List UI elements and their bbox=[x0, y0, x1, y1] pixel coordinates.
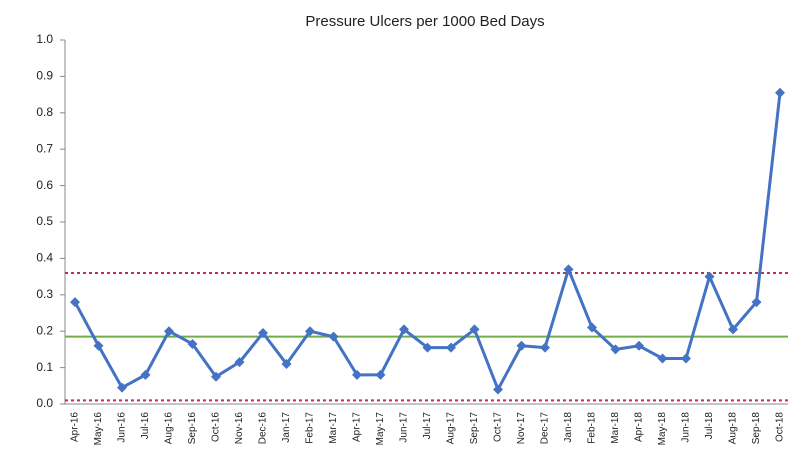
data-point bbox=[399, 324, 409, 335]
x-tick-label: Jul-18 bbox=[704, 412, 715, 440]
x-tick-label: Aug-16 bbox=[164, 412, 175, 445]
data-point bbox=[164, 326, 174, 337]
y-tick-label: 0.5 bbox=[36, 214, 53, 228]
y-tick-label: 0.7 bbox=[36, 141, 53, 155]
x-tick-label: Aug-17 bbox=[446, 412, 457, 445]
data-point bbox=[516, 340, 527, 351]
x-tick-label: Apr-17 bbox=[352, 412, 363, 442]
x-tick-label: May-18 bbox=[657, 412, 668, 446]
data-point bbox=[681, 353, 691, 364]
x-tick-label: Apr-18 bbox=[634, 412, 645, 442]
x-tick-label: Jun-18 bbox=[681, 412, 692, 443]
data-point bbox=[140, 369, 151, 380]
data-point bbox=[93, 340, 104, 351]
data-point bbox=[375, 369, 386, 380]
x-tick-label: Dec-17 bbox=[540, 412, 551, 445]
y-tick-label: 0.3 bbox=[36, 287, 53, 301]
data-point bbox=[657, 353, 668, 364]
data-point bbox=[751, 297, 762, 308]
data-point bbox=[493, 384, 503, 395]
x-tick-label: Sep-18 bbox=[751, 412, 762, 445]
y-tick-label: 0.0 bbox=[36, 396, 53, 410]
x-tick-label: Sep-17 bbox=[469, 412, 480, 445]
data-point bbox=[704, 271, 715, 282]
data-point bbox=[258, 328, 268, 339]
data-point bbox=[563, 264, 574, 275]
x-tick-label: Jun-17 bbox=[399, 412, 410, 443]
y-tick-label: 0.4 bbox=[36, 251, 53, 265]
data-point bbox=[211, 371, 221, 382]
data-point bbox=[328, 331, 339, 342]
x-tick-label: May-17 bbox=[375, 412, 386, 446]
x-tick-label: Oct-17 bbox=[493, 412, 504, 442]
y-tick-label: 0.1 bbox=[36, 360, 53, 374]
data-point bbox=[352, 369, 362, 380]
x-tick-label: Nov-16 bbox=[234, 412, 245, 445]
data-point bbox=[187, 338, 198, 349]
x-tick-label: Jan-17 bbox=[281, 412, 292, 443]
x-tick-label: Sep-16 bbox=[187, 412, 198, 445]
x-tick-label: Jul-16 bbox=[140, 412, 151, 440]
x-tick-label: Nov-17 bbox=[516, 412, 527, 445]
x-tick-label: Dec-16 bbox=[258, 412, 269, 445]
x-tick-label: Oct-16 bbox=[211, 412, 222, 442]
data-point bbox=[422, 342, 433, 353]
data-point bbox=[469, 324, 480, 335]
data-point bbox=[540, 342, 550, 353]
x-tick-label: Jan-18 bbox=[563, 412, 574, 443]
y-tick-label: 0.8 bbox=[36, 105, 53, 119]
x-tick-label: Feb-18 bbox=[587, 412, 598, 444]
data-point bbox=[446, 342, 456, 353]
x-tick-label: Mar-18 bbox=[610, 412, 621, 444]
data-point bbox=[281, 358, 292, 369]
y-tick-label: 1.0 bbox=[36, 32, 53, 46]
data-point bbox=[305, 326, 315, 337]
data-point bbox=[610, 344, 621, 355]
data-point bbox=[70, 297, 80, 308]
y-tick-label: 0.2 bbox=[36, 323, 53, 337]
y-tick-label: 0.9 bbox=[36, 69, 53, 83]
x-tick-label: Jun-16 bbox=[117, 412, 128, 443]
chart-title: Pressure Ulcers per 1000 Bed Days bbox=[305, 13, 544, 30]
data-point bbox=[634, 340, 644, 351]
x-tick-label: May-16 bbox=[93, 412, 104, 446]
data-point bbox=[728, 324, 738, 335]
x-tick-label: Oct-18 bbox=[775, 412, 786, 442]
x-tick-label: Jul-17 bbox=[422, 412, 433, 440]
data-point bbox=[234, 357, 245, 368]
data-point bbox=[587, 322, 597, 333]
x-tick-label: Aug-18 bbox=[728, 412, 739, 445]
x-tick-label: Feb-17 bbox=[305, 412, 316, 444]
data-point bbox=[775, 87, 785, 98]
x-tick-label: Apr-16 bbox=[70, 412, 81, 442]
y-tick-label: 0.6 bbox=[36, 178, 53, 192]
data-point bbox=[117, 382, 127, 393]
x-tick-label: Mar-17 bbox=[328, 412, 339, 444]
